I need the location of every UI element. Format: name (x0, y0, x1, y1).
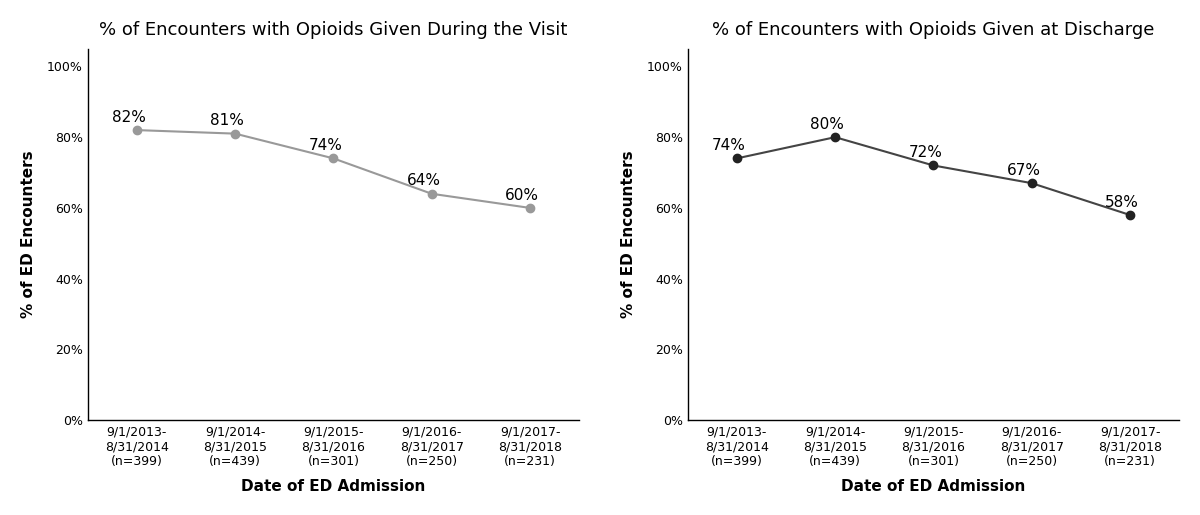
Text: 82%: 82% (112, 110, 145, 125)
Text: 58%: 58% (1105, 195, 1139, 210)
Title: % of Encounters with Opioids Given at Discharge: % of Encounters with Opioids Given at Di… (713, 21, 1154, 39)
Text: 74%: 74% (308, 138, 342, 153)
Text: 81%: 81% (210, 113, 244, 128)
Title: % of Encounters with Opioids Given During the Visit: % of Encounters with Opioids Given Durin… (100, 21, 568, 39)
X-axis label: Date of ED Admission: Date of ED Admission (841, 479, 1026, 494)
Text: 67%: 67% (1007, 163, 1040, 178)
Text: 74%: 74% (712, 138, 745, 153)
Y-axis label: % of ED Encounters: % of ED Encounters (620, 151, 636, 318)
Y-axis label: % of ED Encounters: % of ED Encounters (20, 151, 36, 318)
Text: 72%: 72% (908, 145, 942, 160)
X-axis label: Date of ED Admission: Date of ED Admission (241, 479, 426, 494)
Text: 60%: 60% (505, 187, 539, 202)
Text: 64%: 64% (407, 174, 440, 188)
Text: 80%: 80% (810, 117, 844, 132)
